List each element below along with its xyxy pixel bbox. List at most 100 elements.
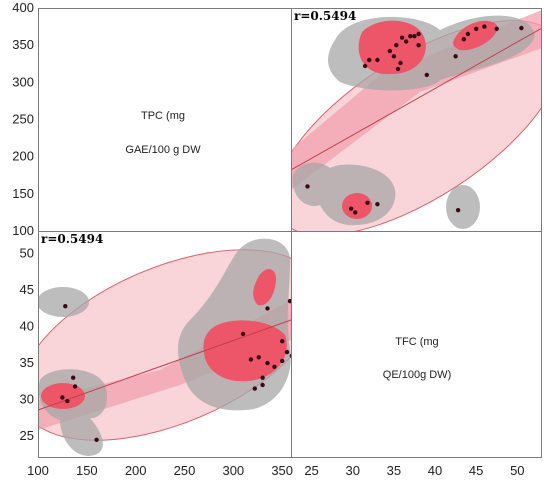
contour-gray-tr-outlier [446,185,480,229]
point-tr-19 [416,43,421,48]
point-tr-23 [465,31,471,37]
point-tr-18 [416,31,421,37]
tpc-label-line1: TPC (mg [141,110,185,122]
contour-red-tr-low [342,193,372,219]
point-tr-27 [519,25,524,31]
point-tr-12 [395,66,401,72]
x-tick-tpc-2: 200 [125,463,147,478]
x-tick-tpc-3: 250 [174,463,196,478]
contour-gray-bl-outlier [38,287,89,317]
point-tr-21 [453,54,458,59]
y-axis-ticks-tpc: 100 150 200 250 300 350 400 [12,0,34,238]
x-tick-tfc-0: 25 [304,463,318,478]
correlation-label-tr: r=0.5494 [294,9,356,23]
point-tr-15 [404,39,409,44]
y-tick-tfc-2: 35 [20,355,34,370]
scatter-cell-bottom-left: r=0.5494 [38,232,291,456]
y-axis-ticks-tfc: 25 30 35 40 45 50 [20,246,34,444]
point-bl-6 [260,382,265,388]
point-bl-3 [72,384,78,389]
diagonal-cell-tpc: TPC (mg GAE/100 g DW [125,110,201,156]
point-bl-4 [71,375,76,380]
point-tr-24 [474,26,479,31]
point-tr-22 [461,37,466,42]
scatter-cell-top-right: r=0.5494 [291,9,542,231]
contour-red-tr-small [453,20,498,51]
y-tick-tpc-4: 300 [12,74,34,89]
x-tick-tfc-1: 30 [345,463,359,478]
point-bl-20 [240,331,246,337]
point-bl-14 [289,353,291,358]
point-tr-17 [412,34,417,39]
x-tick-tpc-0: 100 [27,463,49,478]
x-axis-ticks-tpc: 100 150 200 250 300 350 [27,463,293,478]
point-tr-4 [375,202,380,207]
point-bl-2 [60,395,65,400]
tfc-label-line1: TFC (mg [395,336,438,348]
y-tick-tpc-1: 150 [12,186,34,201]
point-tr-1 [348,206,354,211]
y-tick-tfc-3: 40 [20,319,34,334]
point-tr-26 [494,26,499,31]
fit-line-tr [291,27,542,171]
point-tr-2 [353,210,358,215]
contour-red-bl-small [253,269,276,306]
tfc-label-line2: QE/100g DW) [383,369,451,381]
point-bl-1 [65,398,70,404]
point-bl-21 [265,306,270,311]
point-bl-11 [280,358,285,364]
point-tr-7 [362,63,368,69]
x-tick-tpc-4: 300 [222,463,244,478]
y-tick-tpc-6: 400 [12,0,34,15]
point-bl-5 [63,304,68,309]
contour-red-tr-main [358,20,426,75]
point-bl-10 [265,360,270,366]
point-tr-6 [367,57,372,63]
y-tick-tpc-0: 100 [12,223,34,238]
point-bl-8 [260,375,265,380]
point-tr-11 [394,43,399,48]
point-tr-8 [375,57,380,63]
diagonal-cell-tfc: TFC (mg QE/100g DW) [383,336,451,381]
y-tick-tpc-5: 350 [12,37,34,52]
point-tr-5 [455,208,461,213]
point-bl-0 [94,437,99,442]
x-tick-tfc-5: 50 [510,463,524,478]
point-bl-13 [256,355,261,360]
point-tr-20 [424,72,429,78]
point-tr-10 [391,54,397,59]
fit-line-bl [38,319,291,411]
point-bl-22 [287,298,291,304]
correlation-label-bl: r=0.5494 [41,232,103,246]
x-tick-tfc-4: 45 [469,463,483,478]
point-bl-12 [248,357,254,362]
point-bl-15 [284,349,290,355]
point-tr-16 [408,34,413,39]
x-tick-tpc-1: 150 [76,463,98,478]
y-tick-tfc-0: 25 [20,428,34,443]
y-tick-tfc-4: 45 [20,282,34,297]
point-tr-25 [482,24,487,29]
y-tick-tfc-1: 30 [20,392,34,407]
point-tr-13 [398,60,403,66]
matrix-frame [38,8,542,458]
point-tr-3 [365,200,370,205]
tpc-label-line2: GAE/100 g DW [125,144,201,156]
y-tick-tpc-3: 250 [12,112,34,127]
points-top-right [305,24,524,215]
x-tick-tpc-5: 350 [271,463,293,478]
point-bl-9 [272,364,277,369]
points-bottom-left [60,298,291,442]
point-tr-9 [387,48,392,54]
x-tick-tfc-2: 35 [387,463,401,478]
point-tr-0 [305,184,310,189]
contour-red-bl-main [203,320,287,382]
x-tick-tfc-3: 40 [428,463,442,478]
point-bl-7 [252,386,257,391]
point-bl-19 [280,339,285,344]
point-tr-14 [399,35,405,40]
x-axis-ticks-tfc: 25 30 35 40 45 50 [304,463,524,478]
y-tick-tfc-5: 50 [20,246,34,261]
y-tick-tpc-2: 200 [12,149,34,164]
